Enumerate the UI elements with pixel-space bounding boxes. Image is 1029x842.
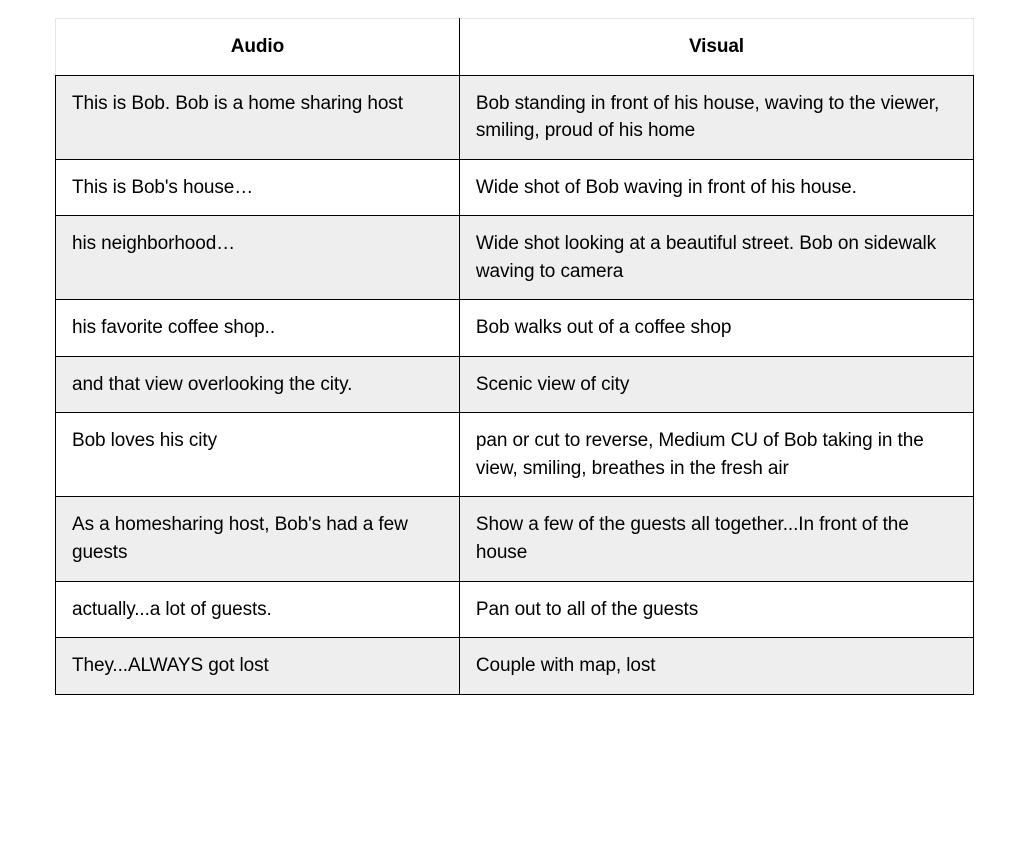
- cell-audio: Bob loves his city: [56, 413, 460, 497]
- cell-visual: Wide shot looking at a beautiful street.…: [459, 216, 973, 300]
- cell-audio: As a homesharing host, Bob's had a few g…: [56, 497, 460, 581]
- cell-visual: Pan out to all of the guests: [459, 581, 973, 638]
- cell-audio: actually...a lot of guests.: [56, 581, 460, 638]
- cell-visual: pan or cut to reverse, Medium CU of Bob …: [459, 413, 973, 497]
- cell-audio: They...ALWAYS got lost: [56, 638, 460, 695]
- cell-visual: Wide shot of Bob waving in front of his …: [459, 159, 973, 216]
- cell-audio: his neighborhood…: [56, 216, 460, 300]
- cell-audio: This is Bob. Bob is a home sharing host: [56, 75, 460, 159]
- storyboard-table: Audio Visual This is Bob. Bob is a home …: [55, 18, 974, 695]
- column-header-audio: Audio: [56, 19, 460, 76]
- cell-visual: Show a few of the guests all together...…: [459, 497, 973, 581]
- cell-audio: This is Bob's house…: [56, 159, 460, 216]
- cell-visual: Bob walks out of a coffee shop: [459, 300, 973, 357]
- column-header-visual: Visual: [459, 19, 973, 76]
- table-row: actually...a lot of guests. Pan out to a…: [56, 581, 974, 638]
- table-row: his neighborhood… Wide shot looking at a…: [56, 216, 974, 300]
- table-row: his favorite coffee shop.. Bob walks out…: [56, 300, 974, 357]
- cell-audio: and that view overlooking the city.: [56, 356, 460, 413]
- cell-visual: Scenic view of city: [459, 356, 973, 413]
- table-row: Bob loves his city pan or cut to reverse…: [56, 413, 974, 497]
- cell-audio: his favorite coffee shop..: [56, 300, 460, 357]
- table-header-row: Audio Visual: [56, 19, 974, 76]
- table-row: This is Bob's house… Wide shot of Bob wa…: [56, 159, 974, 216]
- table-row: They...ALWAYS got lost Couple with map, …: [56, 638, 974, 695]
- storyboard-table-container: Audio Visual This is Bob. Bob is a home …: [0, 0, 1029, 842]
- cell-visual: Bob standing in front of his house, wavi…: [459, 75, 973, 159]
- table-row: This is Bob. Bob is a home sharing host …: [56, 75, 974, 159]
- table-row: As a homesharing host, Bob's had a few g…: [56, 497, 974, 581]
- cell-visual: Couple with map, lost: [459, 638, 973, 695]
- table-row: and that view overlooking the city. Scen…: [56, 356, 974, 413]
